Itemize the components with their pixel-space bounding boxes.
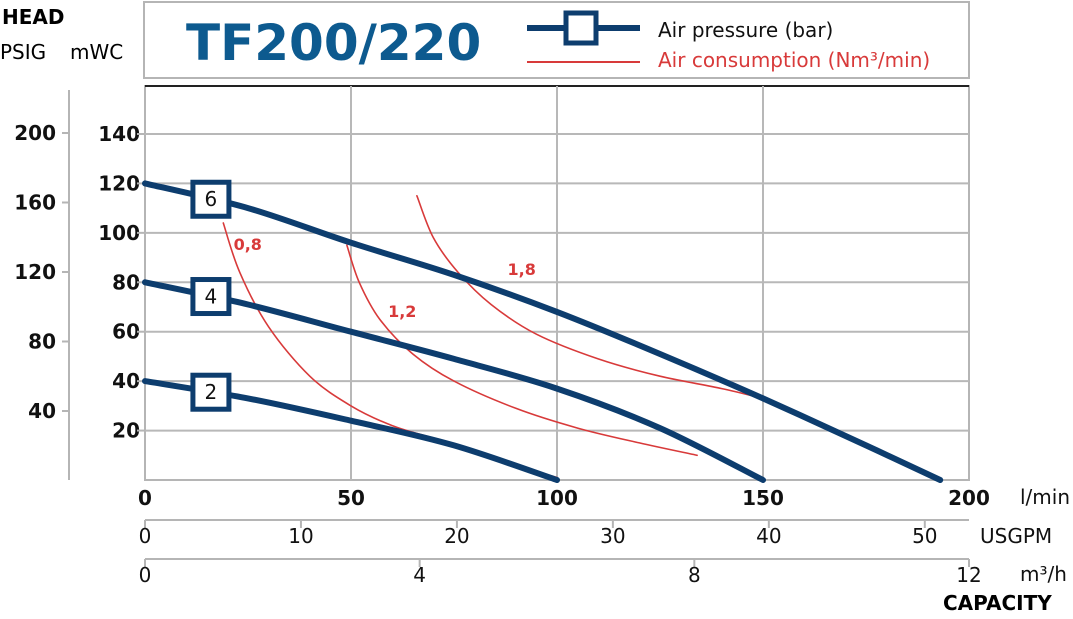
lmin-tick-label: 200 — [948, 486, 990, 510]
lmin-tick-label: 50 — [337, 486, 365, 510]
mwc-tick-label: 80 — [112, 270, 140, 294]
consumption-label: 1,8 — [508, 260, 536, 279]
m3h-tick-label: 8 — [688, 563, 701, 587]
pressure-box-4 — [190, 277, 232, 317]
legend-pressure-label: Air pressure (bar) — [658, 18, 833, 42]
usgpm-tick-label: 20 — [444, 524, 469, 548]
mwc-tick-label: 40 — [112, 369, 140, 393]
consumption-curve-1-8 — [416, 195, 764, 400]
psig-tick-label: 40 — [28, 399, 56, 423]
legend-consumption-label: Air consumption (Nm³/min) — [658, 48, 930, 72]
head-label: HEAD — [2, 5, 64, 29]
mwc-tick-label: 100 — [98, 221, 140, 245]
curve-labels: 6 4 2 0,8 1,2 1,8 — [190, 179, 536, 412]
usgpm-tick-label: 50 — [912, 524, 937, 548]
grid — [145, 86, 969, 480]
pressure-box-2 — [190, 372, 232, 412]
mwc-tick-label: 60 — [112, 320, 140, 344]
mwc-axis: 20 40 60 80 100 120 140 — [98, 122, 145, 443]
usgpm-tick-label: 30 — [600, 524, 625, 548]
consumption-label: 1,2 — [388, 302, 416, 321]
lmin-tick-label: 150 — [742, 486, 784, 510]
pressure-curve-4 — [142, 279, 766, 483]
mwc-tick-label: 120 — [98, 171, 140, 195]
usgpm-tick-label: 40 — [756, 524, 781, 548]
psig-axis: 40 80 120 160 200 — [14, 121, 69, 423]
mwc-label: mWC — [70, 40, 123, 64]
unit-lmin: l/min — [1020, 485, 1070, 509]
psig-label: PSIG — [0, 40, 46, 64]
pressure-box-label: 2 — [205, 380, 218, 404]
usgpm-tick-label: 0 — [139, 524, 152, 548]
consumption-curve-1-2 — [346, 244, 698, 457]
usgpm-tick-label: 10 — [288, 524, 313, 548]
mwc-tick-label: 140 — [98, 122, 140, 146]
unit-usgpm: USGPM — [980, 524, 1052, 548]
pressure-box-label: 6 — [205, 187, 218, 211]
pressure-box-6 — [190, 179, 232, 219]
psig-tick-label: 200 — [14, 121, 56, 145]
psig-tick-label: 160 — [14, 191, 56, 215]
legend: Air pressure (bar) Air consumption (Nm³/… — [527, 10, 930, 72]
mwc-tick-label: 20 — [112, 419, 140, 443]
psig-tick-label: 120 — [14, 260, 56, 284]
lmin-tick-label: 0 — [138, 486, 152, 510]
capacity-label: CAPACITY — [943, 591, 1052, 615]
x-axes: 0 50 100 150 200 0 10 20 30 40 50 0 4 8 12 — [138, 486, 990, 587]
consumption-label: 0,8 — [234, 235, 262, 254]
pressure-box-label: 4 — [205, 285, 218, 309]
legend-pressure-marker — [563, 10, 599, 46]
unit-m3h: m³/h — [1020, 562, 1067, 586]
chart-title: TF200/220 — [186, 14, 481, 72]
lmin-tick-label: 100 — [536, 486, 578, 510]
m3h-tick-label: 4 — [413, 563, 426, 587]
pressure-curve-6 — [142, 180, 944, 483]
psig-tick-label: 80 — [28, 330, 56, 354]
m3h-tick-label: 12 — [956, 563, 981, 587]
header-box — [143, 1, 970, 79]
m3h-tick-label: 0 — [139, 563, 152, 587]
